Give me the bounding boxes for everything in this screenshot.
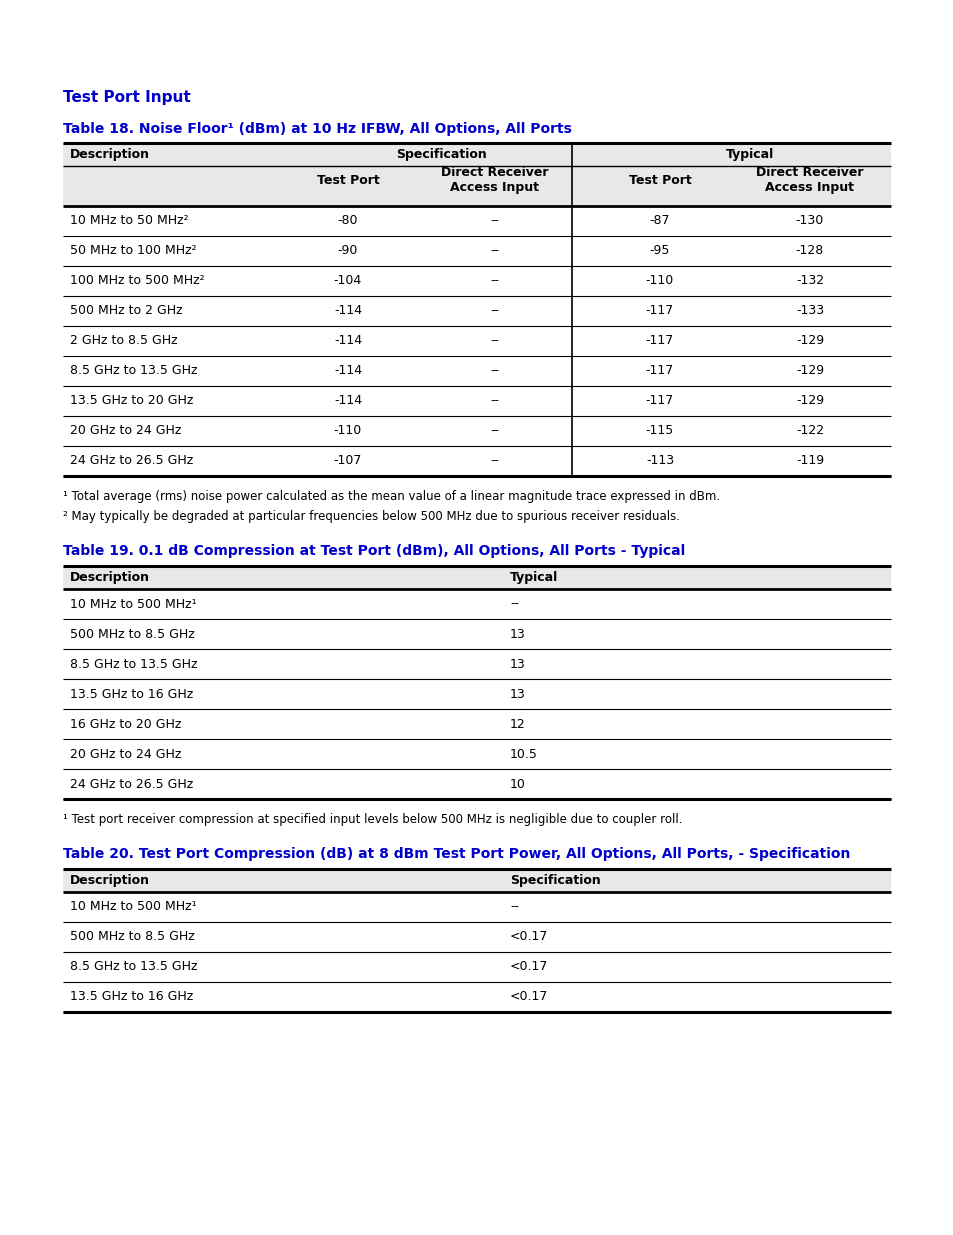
Text: Typical: Typical xyxy=(725,148,773,161)
Text: <0.17: <0.17 xyxy=(510,961,548,973)
Text: --: -- xyxy=(490,335,499,347)
Text: ¹ Test port receiver compression at specified input levels below 500 MHz is negl: ¹ Test port receiver compression at spec… xyxy=(63,813,681,826)
Bar xyxy=(63,566,890,589)
Text: ¹ Total average (rms) noise power calculated as the mean value of a linear magni: ¹ Total average (rms) noise power calcul… xyxy=(63,490,720,503)
Text: Description: Description xyxy=(70,571,150,584)
Text: 500 MHz to 2 GHz: 500 MHz to 2 GHz xyxy=(70,305,182,317)
Text: --: -- xyxy=(490,245,499,258)
Bar xyxy=(63,165,890,206)
Text: Test Port Input: Test Port Input xyxy=(63,90,191,105)
Text: 20 GHz to 24 GHz: 20 GHz to 24 GHz xyxy=(70,425,181,437)
Text: 8.5 GHz to 13.5 GHz: 8.5 GHz to 13.5 GHz xyxy=(70,657,197,671)
Text: Direct Receiver
Access Input: Direct Receiver Access Input xyxy=(441,165,548,194)
Text: Description: Description xyxy=(70,148,150,161)
Text: 12: 12 xyxy=(510,718,525,730)
Text: -115: -115 xyxy=(645,425,674,437)
Text: 10: 10 xyxy=(510,778,525,790)
Text: -117: -117 xyxy=(645,394,674,408)
Text: -95: -95 xyxy=(649,245,670,258)
Text: -129: -129 xyxy=(795,335,823,347)
Text: -122: -122 xyxy=(795,425,823,437)
Text: 10 MHz to 50 MHz²: 10 MHz to 50 MHz² xyxy=(70,215,189,227)
Text: --: -- xyxy=(490,394,499,408)
Text: 13: 13 xyxy=(510,657,525,671)
Text: -104: -104 xyxy=(334,274,362,288)
Text: -129: -129 xyxy=(795,394,823,408)
Bar xyxy=(63,869,890,892)
Text: 500 MHz to 8.5 GHz: 500 MHz to 8.5 GHz xyxy=(70,627,194,641)
Text: -87: -87 xyxy=(649,215,670,227)
Text: 13.5 GHz to 16 GHz: 13.5 GHz to 16 GHz xyxy=(70,688,193,700)
Text: <0.17: <0.17 xyxy=(510,990,548,1004)
Text: -130: -130 xyxy=(795,215,823,227)
Text: 10 MHz to 500 MHz¹: 10 MHz to 500 MHz¹ xyxy=(70,900,196,914)
Text: --: -- xyxy=(510,598,518,610)
Text: --: -- xyxy=(490,215,499,227)
Text: -114: -114 xyxy=(334,335,362,347)
Text: 10 MHz to 500 MHz¹: 10 MHz to 500 MHz¹ xyxy=(70,598,196,610)
Text: 24 GHz to 26.5 GHz: 24 GHz to 26.5 GHz xyxy=(70,778,193,790)
Text: Test Port: Test Port xyxy=(628,173,691,186)
Text: -128: -128 xyxy=(795,245,823,258)
Text: 13.5 GHz to 20 GHz: 13.5 GHz to 20 GHz xyxy=(70,394,193,408)
Text: 10.5: 10.5 xyxy=(510,747,537,761)
Text: 20 GHz to 24 GHz: 20 GHz to 24 GHz xyxy=(70,747,181,761)
Text: <0.17: <0.17 xyxy=(510,930,548,944)
Text: -90: -90 xyxy=(337,245,357,258)
Text: -119: -119 xyxy=(795,454,823,468)
Text: 500 MHz to 8.5 GHz: 500 MHz to 8.5 GHz xyxy=(70,930,194,944)
Text: --: -- xyxy=(490,274,499,288)
Text: 8.5 GHz to 13.5 GHz: 8.5 GHz to 13.5 GHz xyxy=(70,961,197,973)
Text: Specification: Specification xyxy=(395,148,486,161)
Text: --: -- xyxy=(490,364,499,378)
Text: Table 18. Noise Floor¹ (dBm) at 10 Hz IFBW, All Options, All Ports: Table 18. Noise Floor¹ (dBm) at 10 Hz IF… xyxy=(63,122,571,136)
Text: 13.5 GHz to 16 GHz: 13.5 GHz to 16 GHz xyxy=(70,990,193,1004)
Text: 24 GHz to 26.5 GHz: 24 GHz to 26.5 GHz xyxy=(70,454,193,468)
Text: Specification: Specification xyxy=(510,874,600,887)
Text: --: -- xyxy=(510,900,518,914)
Text: -114: -114 xyxy=(334,394,362,408)
Text: --: -- xyxy=(490,454,499,468)
Text: --: -- xyxy=(490,425,499,437)
Text: -132: -132 xyxy=(795,274,823,288)
Text: Table 19. 0.1 dB Compression at Test Port (dBm), All Options, All Ports - Typica: Table 19. 0.1 dB Compression at Test Por… xyxy=(63,543,684,558)
Text: -110: -110 xyxy=(645,274,674,288)
Text: -107: -107 xyxy=(334,454,362,468)
Text: -117: -117 xyxy=(645,335,674,347)
Text: 50 MHz to 100 MHz²: 50 MHz to 100 MHz² xyxy=(70,245,196,258)
Text: Test Port: Test Port xyxy=(316,173,379,186)
Text: --: -- xyxy=(490,305,499,317)
Text: 2 GHz to 8.5 GHz: 2 GHz to 8.5 GHz xyxy=(70,335,177,347)
Text: 13: 13 xyxy=(510,627,525,641)
Text: 8.5 GHz to 13.5 GHz: 8.5 GHz to 13.5 GHz xyxy=(70,364,197,378)
Text: ² May typically be degraded at particular frequencies below 500 MHz due to spuri: ² May typically be degraded at particula… xyxy=(63,510,679,522)
Text: 13: 13 xyxy=(510,688,525,700)
Text: -114: -114 xyxy=(334,305,362,317)
Text: -117: -117 xyxy=(645,364,674,378)
Bar xyxy=(63,143,890,165)
Text: 16 GHz to 20 GHz: 16 GHz to 20 GHz xyxy=(70,718,181,730)
Text: Direct Receiver
Access Input: Direct Receiver Access Input xyxy=(756,165,862,194)
Text: -117: -117 xyxy=(645,305,674,317)
Text: 100 MHz to 500 MHz²: 100 MHz to 500 MHz² xyxy=(70,274,204,288)
Text: -80: -80 xyxy=(337,215,358,227)
Text: -114: -114 xyxy=(334,364,362,378)
Text: Typical: Typical xyxy=(510,571,558,584)
Text: Description: Description xyxy=(70,874,150,887)
Text: -133: -133 xyxy=(795,305,823,317)
Text: -113: -113 xyxy=(645,454,674,468)
Text: Table 20. Test Port Compression (dB) at 8 dBm Test Port Power, All Options, All : Table 20. Test Port Compression (dB) at … xyxy=(63,847,849,861)
Text: -129: -129 xyxy=(795,364,823,378)
Text: -110: -110 xyxy=(334,425,362,437)
